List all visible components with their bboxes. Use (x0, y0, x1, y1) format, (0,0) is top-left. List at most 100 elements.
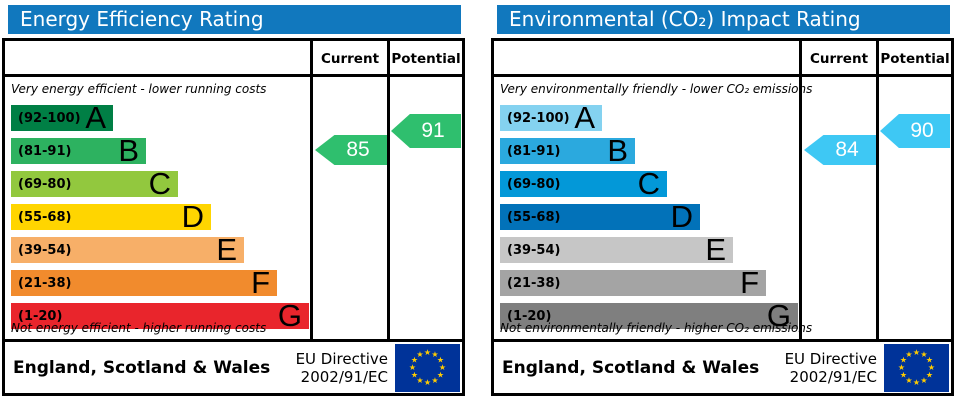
band-letter: A (574, 100, 595, 135)
star-icon: ★ (438, 362, 447, 372)
eu-flag-icon: ★ ★ ★ ★ ★ ★ ★ ★ ★ ★ ★ ★ (395, 343, 460, 392)
band-range-label: (55-68) (507, 209, 561, 225)
star-icon: ★ (431, 349, 439, 359)
band-range-label: (81-91) (18, 143, 72, 159)
star-icon: ★ (905, 349, 913, 359)
star-icon: ★ (897, 362, 906, 372)
band-letter: E (705, 232, 726, 267)
band-letter: G (277, 298, 302, 333)
column-header-current: Current (809, 51, 869, 67)
star-icon: ★ (410, 355, 419, 364)
environmental-impact-panel: Environmental (CO₂) Impact Rating Curren… (491, 5, 954, 396)
band-range-label: (92-100) (18, 110, 81, 126)
star-icon: ★ (423, 377, 432, 387)
star-icon: ★ (436, 370, 445, 379)
star-icon: ★ (436, 355, 445, 364)
band-row-d: (55-68) D (11, 199, 211, 234)
band-area: Very energy efficient - lower running co… (5, 77, 462, 339)
rating-bands: (92-100) A (81-91) B (69-80) C (55-68) D (11, 100, 462, 333)
column-divider (799, 41, 802, 342)
band-letter: B (607, 133, 628, 168)
star-icon: ★ (899, 355, 908, 364)
band-letter: C (637, 166, 660, 201)
band-range-label: (21-38) (507, 275, 561, 291)
energy-title-bar: Energy Efficiency Rating (8, 5, 461, 34)
band-letter: C (148, 166, 171, 201)
band-range-label: (69-80) (18, 176, 72, 192)
band-row-f: (21-38) F (500, 265, 766, 300)
band-row-g: (1-20) G (11, 298, 309, 333)
eu-directive-label: EU Directive 2002/91/EC (785, 350, 877, 386)
band-letter: F (251, 265, 270, 300)
rating-bands: (92-100) A (81-91) B (69-80) C (55-68) D (500, 100, 951, 333)
band-range-label: (39-54) (18, 242, 72, 258)
band-row-e: (39-54) E (11, 234, 244, 265)
band-row-b: (81-91) B (500, 133, 635, 168)
energy-rating-table: Current Potential Very energy efficient … (2, 38, 465, 396)
band-row-g: (1-20) G (500, 298, 798, 333)
band-letter: F (740, 265, 759, 300)
eu-flag-icon: ★ ★ ★ ★ ★ ★ ★ ★ ★ ★ ★ ★ (884, 343, 949, 392)
band-range-label: (92-100) (507, 110, 570, 126)
band-letter: D (181, 199, 204, 234)
region-label: England, Scotland & Wales (13, 357, 271, 378)
band-letter: B (118, 133, 139, 168)
band-row-c: (69-80) C (500, 166, 667, 201)
band-range-label: (21-38) (18, 275, 72, 291)
eu-directive-line2: 2002/91/EC (300, 367, 388, 386)
eu-directive-line1: EU Directive (295, 349, 388, 368)
band-row-d: (55-68) D (500, 201, 700, 232)
column-divider (876, 41, 879, 342)
band-range-label: (69-80) (507, 176, 561, 192)
current-rating-value: 85 (346, 138, 370, 161)
table-header-row: Current Potential (5, 41, 462, 77)
table-footer: England, Scotland & Wales EU Directive 2… (494, 339, 951, 393)
energy-efficiency-panel: Energy Efficiency Rating Current Potenti… (2, 5, 465, 396)
star-icon: ★ (912, 377, 921, 387)
potential-rating-value: 91 (421, 119, 445, 142)
top-caption: Very environmentally friendly - lower CO… (500, 82, 813, 96)
star-icon: ★ (423, 347, 432, 357)
top-caption: Very energy efficient - lower running co… (11, 82, 267, 96)
band-range-label: (39-54) (507, 242, 561, 258)
band-row-a: (92-100) A (11, 100, 113, 135)
environmental-rating-table: Current Potential Very environmentally f… (491, 38, 954, 396)
eu-directive-line1: EU Directive (784, 349, 877, 368)
region-label: England, Scotland & Wales (502, 357, 760, 378)
bottom-caption: Not environmentally friendly - higher CO… (500, 321, 813, 335)
star-icon: ★ (925, 370, 934, 379)
eu-directive-line2: 2002/91/EC (789, 367, 877, 386)
potential-rating-value: 90 (910, 119, 934, 142)
star-icon: ★ (920, 349, 928, 359)
band-row-f: (21-38) F (11, 265, 277, 300)
eu-directive-label: EU Directive 2002/91/EC (296, 350, 388, 386)
star-icon: ★ (905, 375, 913, 385)
star-icon: ★ (912, 347, 921, 357)
band-row-a: (92-100) A (500, 100, 602, 135)
star-icon: ★ (408, 362, 417, 372)
band-range-label: (81-91) (507, 143, 561, 159)
star-icon: ★ (431, 375, 439, 385)
column-header-potential: Potential (880, 51, 950, 67)
energy-title: Energy Efficiency Rating (20, 7, 264, 31)
star-icon: ★ (410, 370, 419, 379)
current-rating-value: 84 (835, 138, 859, 161)
band-range-label: (1-20) (18, 308, 63, 324)
star-icon: ★ (899, 370, 908, 379)
band-letter: G (766, 298, 791, 333)
column-header-current: Current (320, 51, 380, 67)
star-icon: ★ (416, 349, 424, 359)
column-divider (387, 41, 390, 342)
column-divider (310, 41, 313, 342)
band-letter: A (85, 100, 106, 135)
band-row-b: (81-91) B (11, 133, 146, 168)
column-header-potential: Potential (391, 51, 461, 67)
bottom-caption: Not energy efficient - higher running co… (11, 321, 267, 335)
band-row-e: (39-54) E (500, 232, 733, 267)
band-range-label: (55-68) (18, 209, 72, 225)
band-range-label: (1-20) (507, 308, 552, 324)
band-row-c: (69-80) C (11, 166, 178, 201)
star-icon: ★ (925, 355, 934, 364)
star-icon: ★ (920, 375, 928, 385)
